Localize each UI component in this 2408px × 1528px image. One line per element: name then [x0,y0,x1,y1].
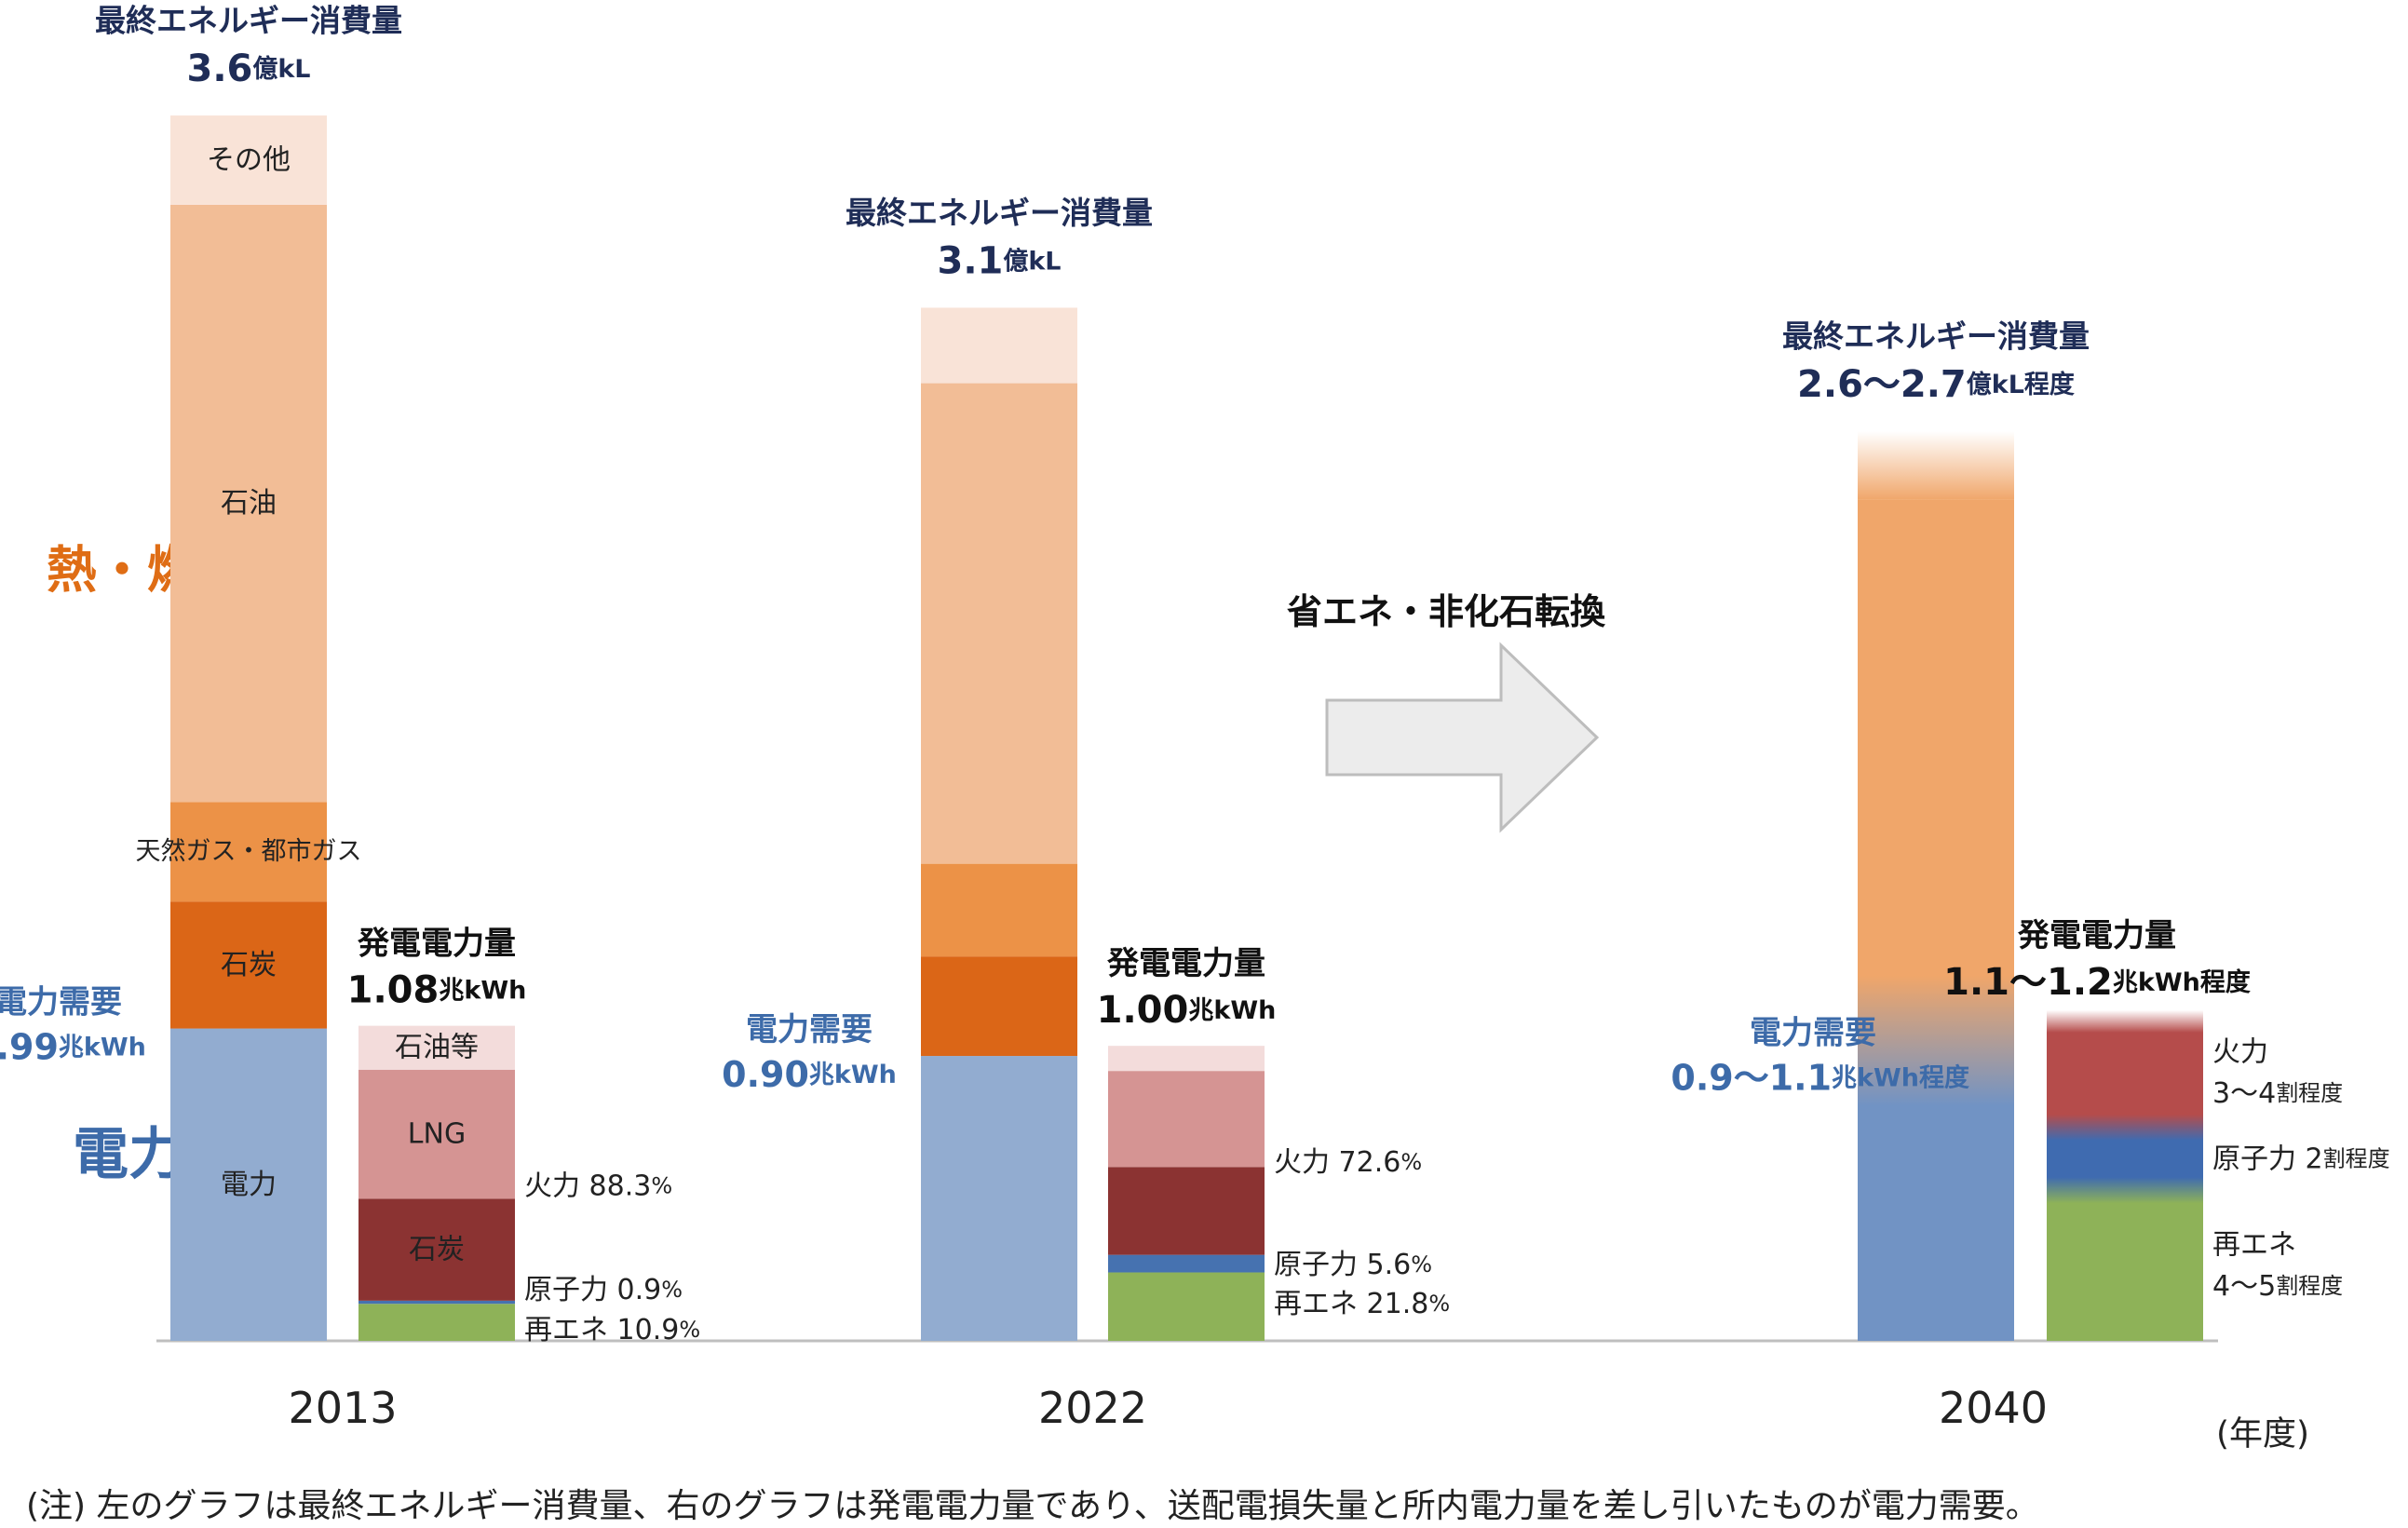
generation-bar-2040-thermal_2040 [2047,1017,2203,1128]
generation-title-2040: 発電電力量 [2018,917,2176,954]
generation-annotation-2022-1: 原子力 5.6% [1274,1249,1432,1281]
consumption-bar-2022-other [921,307,1077,384]
unit-label: (年度) [2216,1415,2309,1454]
consumption-bar-2022-oil [921,383,1077,864]
consumption-value-2022: 3.1億kL [937,239,1061,282]
generation-bar-2022-lng [1108,1071,1265,1168]
generation-annotation-label-2040-0: 火力 [2212,1035,2268,1068]
consumption-bar-2013-gas [170,802,327,902]
consumption-title-2040: 最終エネルギー消費量 [1782,318,2090,355]
consumption-title-2013: 最終エネルギー消費量 [95,3,402,39]
year-label-2022: 2022 [1038,1383,1147,1433]
generation-value-2013: 1.08兆kWh [347,969,527,1012]
generation-bar-2022-oil_etc [1108,1046,1265,1072]
generation-title-2022: 発電電力量 [1107,945,1265,982]
consumption-bar-2022-gas [921,863,1077,957]
consumption-bar-2040-other [1858,431,2014,500]
consumption-bar-2022-electricity [921,1056,1077,1341]
demand-title-2013: 電力需要 [0,984,122,1021]
generation-annotation-2013-2: 再エネ 10.9% [524,1314,700,1346]
segment-label-2013-coal: 石炭 [221,949,277,981]
generation-annotation-2022-0: 火力 72.6% [1274,1146,1422,1179]
gen-segment-label-2013-lng: LNG [408,1118,466,1151]
demand-title-2022: 電力需要 [746,1011,873,1048]
transition-arrow [1325,642,1600,833]
consumption-blend-2040 [1858,975,2014,1106]
generation-annotation-2013-0: 火力 88.3% [524,1170,672,1202]
consumption-bar-2013-other [170,115,327,205]
generation-blend-mid2-2040 [2047,1177,2203,1204]
generation-value-2022: 1.00兆kWh [1097,989,1277,1032]
gen-segment-label-2013-coal_power: 石炭 [409,1234,465,1266]
generation-annotation-value-2040-0: 3～4割程度 [2212,1076,2343,1109]
generation-value-2040: 1.1～1.2兆kWh程度 [1943,961,2251,1004]
consumption-title-2022: 最終エネルギー消費量 [846,195,1153,231]
year-label-2040: 2040 [1939,1383,2048,1433]
segment-label-2013-other: その他 [207,143,291,176]
segment-label-2013-oil: 石油 [221,487,277,520]
consumption-bar-2013-electricity [170,1028,327,1341]
segment-label-2013-gas: 天然ガス・都市ガス [136,837,362,866]
gen-segment-label-2013-oil_etc: 石油等 [395,1032,479,1064]
electricity-label: 電力 [73,1122,184,1187]
generation-blend-mid1-2040 [2047,1114,2203,1141]
consumption-bar-2040-orange_2040 [1858,499,2014,1060]
demand-value-2040: 0.9～1.1兆kWh程度 [1671,1058,1969,1099]
generation-bar-2022-renewable [1108,1272,1265,1341]
generation-bar-2040-renewable_2040 [2047,1190,2203,1341]
generation-title-2013: 発電電力量 [358,926,516,963]
generation-annotation-label-2040-2: 再エネ [2212,1229,2296,1262]
footnote: (注) 左のグラフは最終エネルギー消費量、右のグラフは発電電力量であり、送配電損… [26,1487,2039,1525]
generation-bar-2013-nuclear [358,1300,515,1305]
arrow-label: 省エネ・非化石転換 [1287,591,1606,632]
generation-bar-2013-lng [358,1069,515,1199]
consumption-bar-2022-coal [921,956,1077,1057]
generation-annotation-2013-1: 原子力 0.9% [524,1274,683,1306]
consumption-value-2013: 3.6億kL [186,47,310,90]
demand-value-2022: 0.90兆kWh [722,1054,897,1095]
generation-annotation-value-2040-2: 4～5割程度 [2212,1270,2343,1303]
segment-label-2013-electricity: 電力 [221,1169,277,1201]
consumption-bar-2040-blue_2040 [1858,1059,2014,1341]
generation-bar-2022-coal_power [1108,1167,1265,1255]
generation-bar-2013-coal_power [358,1198,515,1301]
generation-bar-2013-oil_etc [358,1025,515,1070]
generation-bar-2013-renewable [358,1304,515,1341]
year-label-2013: 2013 [288,1383,397,1433]
demand-title-2040: 電力需要 [1750,1015,1876,1052]
generation-annotation-2040-1: 原子力 2割程度 [2212,1143,2390,1175]
consumption-value-2040: 2.6～2.7億kL程度 [1797,363,2075,406]
consumption-bar-2013-coal [170,901,327,1029]
generation-blend-top-2040 [2047,1009,2203,1033]
generation-bar-2022-nuclear [1108,1254,1265,1273]
demand-value-2013: 0.99兆kWh [0,1027,146,1068]
consumption-bar-2013-oil [170,204,327,803]
generation-annotation-2022-2: 再エネ 21.8% [1274,1288,1450,1320]
